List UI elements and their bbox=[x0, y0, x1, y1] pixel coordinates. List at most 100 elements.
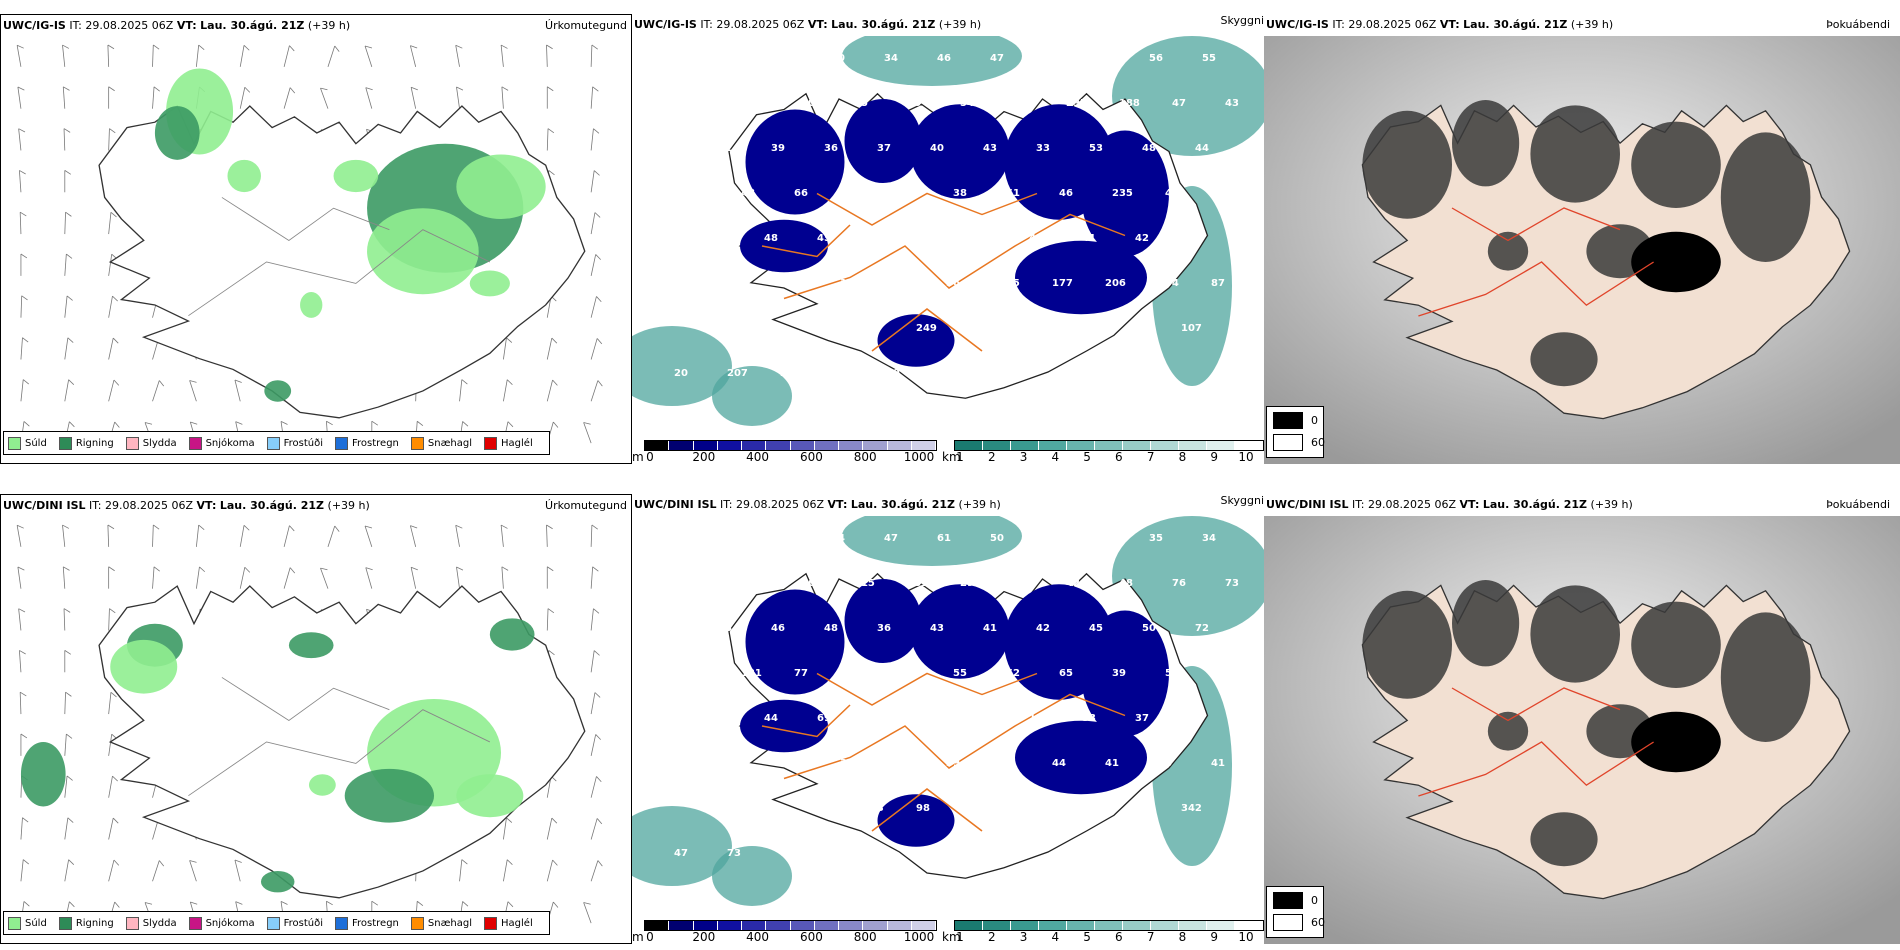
fog-area bbox=[1530, 812, 1598, 867]
cloud-base-value: 48 bbox=[824, 623, 838, 634]
legend-swatch bbox=[410, 916, 424, 930]
wind-barb bbox=[64, 253, 73, 276]
panel-type-label: Skyggni bbox=[1220, 14, 1264, 27]
wind-barb bbox=[108, 566, 115, 589]
wind-barb bbox=[108, 817, 119, 840]
cloud-base-value: 98 bbox=[916, 803, 930, 814]
legend-item-slydda: Slydda bbox=[125, 436, 177, 450]
wind-barb bbox=[501, 86, 509, 109]
cloud-base-value: 72 bbox=[1195, 623, 1209, 634]
visibility-bar bbox=[954, 920, 1264, 931]
cloud-base-value: 73 bbox=[1225, 578, 1239, 589]
road bbox=[1418, 741, 1654, 797]
wind-barb bbox=[503, 817, 513, 840]
colorbar-step bbox=[1095, 921, 1123, 930]
cloud-base-value: 44 bbox=[923, 233, 937, 244]
cloud-base-value: 56 bbox=[900, 668, 914, 679]
wind-barb bbox=[546, 608, 555, 631]
cloud-panel-2: UWC/DINI ISL IT: 29.08.2025 06Z VT: Lau.… bbox=[632, 494, 1264, 944]
wind-barb bbox=[17, 86, 25, 109]
cloud-base-value: 47 bbox=[674, 848, 688, 859]
fog-area bbox=[1452, 100, 1520, 187]
colorbar-tick: 1000 bbox=[903, 450, 935, 464]
visibility-area bbox=[1112, 36, 1264, 156]
cloud-base-value: 38 bbox=[1158, 758, 1172, 769]
cloud-base-value: 35 bbox=[854, 98, 868, 109]
wind-barb bbox=[500, 44, 508, 67]
fog-legend-swatch bbox=[1273, 412, 1303, 429]
wind-barb bbox=[108, 337, 119, 360]
colorbar-step bbox=[645, 921, 670, 930]
legend-label: Frostregn bbox=[352, 917, 399, 929]
colorbar-step bbox=[1123, 921, 1151, 930]
cloud-base-value: 178 bbox=[1075, 803, 1096, 814]
panel-type-label: Þokuábendi bbox=[1826, 498, 1890, 511]
fog-area bbox=[1362, 110, 1452, 219]
fog-area bbox=[1720, 612, 1811, 742]
wind-barb bbox=[64, 775, 73, 798]
low-cloud-area bbox=[745, 109, 845, 215]
cloud-base-value: 46 bbox=[1059, 188, 1073, 199]
fog-legend-item: 0 bbox=[1273, 412, 1318, 429]
cloud-base-value: 76 bbox=[1172, 578, 1186, 589]
wind-barb bbox=[590, 692, 601, 715]
wind-barb bbox=[16, 44, 24, 67]
colorbar-step bbox=[1095, 441, 1123, 450]
wind-barb bbox=[63, 128, 71, 151]
colorbar-step bbox=[742, 441, 767, 450]
colorbar-step bbox=[1011, 441, 1039, 450]
cloud-base-value: 40 bbox=[930, 143, 944, 154]
colorbar-step bbox=[1207, 921, 1235, 930]
wind-barb bbox=[62, 524, 70, 547]
cloud-base-value: 48 bbox=[1119, 578, 1133, 589]
cloud-base-value: 181 bbox=[907, 578, 928, 589]
wind-barb bbox=[283, 45, 295, 67]
fog-area bbox=[1452, 580, 1520, 667]
precip-legend: Súld Rigning Slydda Snjókoma Frostúði Frostre… bbox=[3, 431, 550, 455]
fog-legend-item: 60 bbox=[1273, 914, 1325, 931]
legend-swatch bbox=[335, 916, 348, 930]
wind-barb bbox=[239, 45, 250, 67]
wind-barb bbox=[20, 253, 28, 276]
wind-barb bbox=[546, 566, 554, 589]
cloud-base-value: 42 bbox=[1066, 578, 1080, 589]
cloud-base-value: 205 bbox=[780, 368, 801, 379]
wind-barb bbox=[590, 524, 598, 547]
cloud-base-value: 41 bbox=[983, 623, 997, 634]
road bbox=[816, 672, 1038, 706]
cloud-base-value: 38 bbox=[1188, 713, 1202, 724]
legend-swatch bbox=[484, 916, 498, 930]
colorbar-step bbox=[955, 921, 983, 930]
cloud-base-value: 69 bbox=[817, 713, 831, 724]
cloud-base-value: 36 bbox=[824, 143, 838, 154]
colorbar-step bbox=[839, 921, 864, 930]
legend-item-frostúði: Frostúði bbox=[266, 916, 323, 930]
wind-barb bbox=[64, 691, 72, 715]
wind-barb bbox=[152, 44, 160, 67]
colorbar-tick: 8 bbox=[1178, 450, 1187, 464]
precip-legend: Súld Rigning Slydda Snjókoma Frostúði Frostre… bbox=[3, 911, 550, 935]
wind-barb bbox=[590, 818, 603, 840]
cloud-base-value: 20 bbox=[674, 368, 688, 379]
cloud-base-value: 56 bbox=[1149, 53, 1163, 64]
colorbar-unit: m bbox=[632, 930, 644, 944]
iceland-outline bbox=[1361, 580, 1851, 900]
fog-area-dense bbox=[1631, 711, 1721, 773]
colorbar-step bbox=[911, 921, 936, 930]
fog-area bbox=[1530, 105, 1620, 203]
precip-map bbox=[1, 37, 631, 463]
low-cloud-area bbox=[1015, 240, 1147, 315]
iceland-outline bbox=[98, 68, 586, 419]
cloud-base-value: 49 bbox=[886, 368, 900, 379]
legend-swatch bbox=[410, 436, 424, 450]
cloud-base-value: 82 bbox=[992, 368, 1006, 379]
colorbar-step bbox=[1011, 921, 1039, 930]
colorbar-unit: km bbox=[942, 450, 961, 464]
wind-barb bbox=[64, 650, 71, 673]
cloud-base-value: 70 bbox=[831, 53, 845, 64]
colorbar-step bbox=[790, 441, 815, 450]
wind-barb bbox=[195, 566, 206, 589]
colorbar-step bbox=[717, 921, 742, 930]
wind-barb bbox=[152, 566, 160, 589]
cloud-base-value: 269 bbox=[801, 578, 822, 589]
